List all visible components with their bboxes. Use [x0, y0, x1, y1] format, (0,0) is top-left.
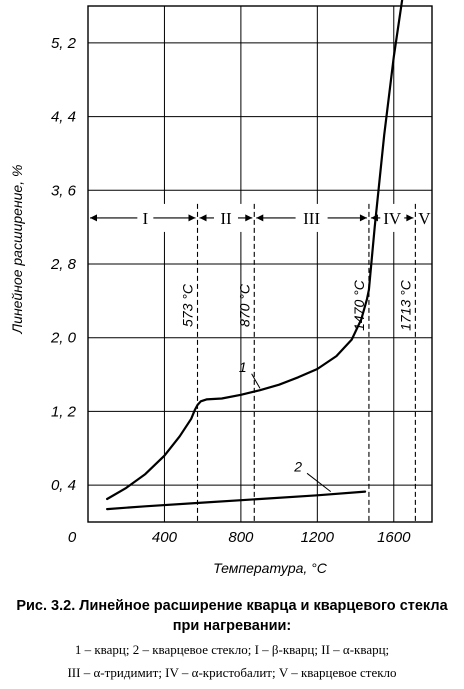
x-axis-label: Температура, °С [213, 560, 328, 576]
phase-boundaries: 573 °C 870 °C 1470 °C 1713 °C [180, 203, 416, 522]
phase-label: IV [383, 209, 402, 228]
phase-arrowhead-right [359, 214, 367, 222]
caption-legend-line-1: 1 – кварц; 2 – кварцевое стекло; I – β-к… [74, 642, 390, 657]
phase-band: I II III IV V [89, 203, 433, 232]
phase-boundary-label: 573 °C [180, 283, 196, 327]
y-tick-label: 5, 2 [51, 35, 77, 52]
series-line-1 [105, 0, 404, 501]
figure-caption-title: Рис. 3.2. Линейное расширение кварца и к… [0, 596, 464, 636]
y-tick-label: 1, 2 [51, 403, 77, 420]
phase-label-background [295, 206, 328, 229]
curve-label: 2 [293, 458, 302, 474]
x-tick-label: 400 [152, 529, 178, 546]
phase-label: II [220, 209, 232, 228]
phase-label: V [418, 209, 431, 228]
y-tick-label: 4, 4 [51, 109, 76, 126]
chart: I II III IV V 573 °C 870 °C 1470 °C 1713 °C 12 … [9, 0, 433, 576]
plot-frame [87, 5, 433, 523]
x-tick-label: 1600 [377, 529, 411, 546]
phase-arrowhead-left [256, 214, 264, 222]
phase-label-background [137, 206, 154, 229]
phase-label: I [142, 209, 148, 228]
caption-title-line-2: при нагревании: [172, 618, 292, 634]
caption-title-line-1: Рис. 3.2. Линейное расширение кварца и к… [16, 598, 448, 614]
x-tick-label: 1200 [301, 529, 335, 546]
phase-boundary-label: 1713 °C [397, 279, 413, 331]
y-tick-label: 2, 0 [50, 330, 77, 347]
phase-boundary-label: 870 °C [236, 283, 252, 327]
x-tick-label: 0 [68, 529, 77, 546]
series-line-2 [105, 490, 367, 511]
series-lines: 12 [105, 0, 404, 511]
x-tick-label: 800 [228, 529, 254, 546]
curve-label-leader [251, 373, 261, 389]
y-tick-label: 3, 6 [51, 182, 77, 199]
phase-label-background [416, 206, 433, 229]
phase-label: III [303, 209, 320, 228]
phase-arrowhead-right [245, 214, 253, 222]
phase-arrowhead-left [90, 214, 97, 222]
grid [88, 6, 432, 522]
y-tick-label: 0, 4 [51, 477, 76, 494]
phase-label-background [213, 206, 238, 229]
phase-boundary-label: 1470 °C [351, 279, 367, 331]
curve-label: 1 [239, 359, 247, 375]
tick-labels: 0 400 800 1200 1600 0, 4 1, 2 2, 0 2, 8 3, 6 4, 4 5… [50, 35, 411, 546]
y-axis-label: Линейное расширение, % [9, 165, 25, 335]
phase-arrowhead-right [188, 214, 196, 222]
phase-arrowhead-left [199, 214, 207, 222]
y-tick-label: 2, 8 [50, 256, 77, 273]
curve-label-leader [306, 472, 332, 492]
phase-label-background [380, 206, 405, 229]
caption-legend-line-2: III – α-тридимит; IV – α-кристобалит; V … [67, 665, 397, 680]
phase-arrowhead-right [406, 214, 414, 222]
